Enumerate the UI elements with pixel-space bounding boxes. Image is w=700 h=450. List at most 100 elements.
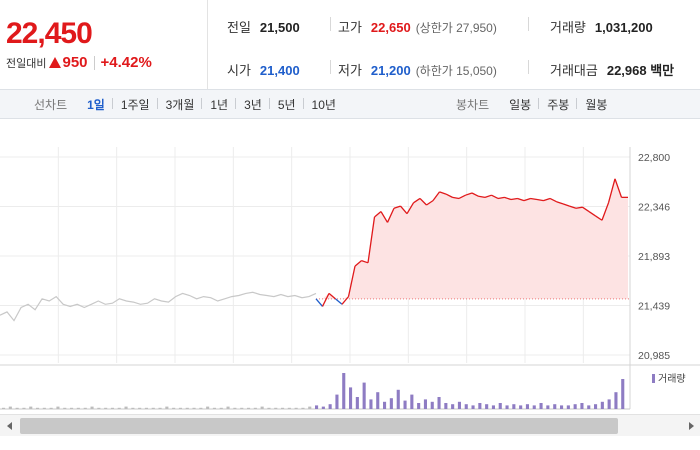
volume-bar (22, 407, 26, 409)
today-line-segment (426, 200, 434, 206)
today-line-segment (367, 216, 376, 263)
volume-bar (56, 406, 60, 409)
today-line-segment (484, 194, 492, 198)
stat-open: 시가 21,400 (227, 60, 300, 79)
stat-low: 저가 21,200 (하한가 15,050) (338, 60, 497, 79)
volume-bar (498, 403, 502, 409)
tab-3-year[interactable]: 3년 (235, 96, 270, 113)
change-row: 전일대비 950 +4.42% (6, 54, 152, 71)
stat-label: 고가 (338, 20, 362, 35)
today-line-segment (413, 197, 421, 204)
volume-legend-label: 거래량 (658, 373, 686, 385)
volume-bar (532, 405, 536, 409)
price-lines (0, 178, 630, 322)
tab-5-year[interactable]: 5년 (268, 96, 304, 113)
volume-bar (212, 407, 216, 409)
volume-bar (178, 407, 182, 409)
volume-bar (437, 397, 441, 409)
today-line-segment (361, 260, 369, 264)
volume-bar (396, 389, 400, 409)
tab-1-year[interactable]: 1년 (201, 96, 236, 113)
today-line-segment (595, 215, 603, 221)
tab-monthly-candle[interactable]: 월봉 (576, 96, 615, 113)
volume-bar (42, 407, 46, 409)
volume-bar (607, 399, 611, 409)
volume-bar (587, 405, 591, 409)
volume-bar (621, 379, 625, 409)
volume-bars: 거래량 (2, 373, 686, 409)
stat-value: 22,968 백만 (606, 63, 675, 78)
volume-bar (301, 407, 305, 409)
today-line-segment (471, 192, 479, 197)
price-area (316, 178, 628, 299)
volume-bar (49, 407, 53, 409)
volume-bar (383, 401, 387, 409)
today-line-segment (510, 197, 518, 201)
stat-sub: (하한가 15,050) (415, 64, 497, 78)
current-price: 22,450 (6, 17, 93, 50)
volume-bar (560, 405, 564, 409)
volume-bar (70, 407, 74, 409)
stat-label: 거래대금 (550, 63, 598, 78)
scroll-thumb[interactable] (20, 418, 618, 434)
y-tick-label: 20,985 (638, 350, 670, 362)
volume-bar (505, 405, 509, 409)
volume-bar (349, 387, 353, 409)
bottom-strip (0, 436, 700, 450)
today-line-segment (432, 191, 441, 202)
line-chart-tabs: 선차트 1일 1주일 3개월 1년 3년 5년 10년 (34, 90, 344, 118)
volume-bar (192, 407, 196, 409)
tab-1-week[interactable]: 1주일 (111, 96, 158, 113)
price-box: 22,450 전일대비 950 +4.42% (0, 0, 208, 89)
stat-volume: 거래량 1,031,200 (550, 17, 653, 36)
tab-1-day[interactable]: 1일 (87, 97, 105, 112)
volume-bar (308, 406, 312, 409)
today-line-segment (374, 211, 382, 218)
volume-bar (104, 407, 108, 409)
volume-bar (185, 407, 189, 409)
tab-3-month[interactable]: 3개월 (156, 96, 203, 113)
change-rate: +4.42% (100, 54, 152, 71)
volume-bar (274, 407, 278, 409)
chart-tabbar: 선차트 1일 1주일 3개월 1년 3년 5년 10년 봉차트 일봉 주봉 월봉 (0, 89, 700, 119)
volume-bar (519, 405, 523, 409)
volume-bar (594, 404, 598, 409)
stat-value: 21,500 (259, 20, 300, 35)
volume-bar (315, 405, 319, 409)
today-line-segment (607, 178, 616, 203)
volume-bar (355, 397, 359, 409)
volume-legend-swatch (652, 374, 655, 383)
today-line-segment (556, 201, 564, 205)
volume-bar (294, 407, 298, 409)
today-line-segment (380, 211, 389, 223)
scroll-right-arrow-icon[interactable] (684, 419, 698, 433)
stat-label: 거래량 (550, 20, 586, 35)
y-axis: 22,800 22,346 21,893 21,439 20,985 (638, 152, 670, 362)
tab-10-year[interactable]: 10년 (302, 96, 344, 113)
today-line-segment (504, 196, 512, 201)
stat-label: 전일 (227, 20, 251, 35)
volume-bar (580, 403, 584, 409)
today-line-segment (386, 208, 395, 223)
volume-bar (281, 407, 285, 409)
tab-weekly-candle[interactable]: 주봉 (538, 96, 577, 113)
stat-value: 22,650 (370, 20, 411, 35)
prev-day-line (0, 291, 317, 322)
volume-bar (600, 401, 604, 409)
chart-scrollbar[interactable] (0, 414, 700, 436)
volume-bar (485, 404, 489, 409)
price-fill-area (316, 178, 628, 299)
volume-bar (546, 405, 550, 409)
volume-bar (457, 401, 461, 409)
today-line-segment (536, 198, 544, 202)
volume-bar (240, 407, 244, 409)
volume-bar (138, 407, 142, 409)
change-label: 전일대비 (6, 57, 47, 70)
tab-daily-candle[interactable]: 일봉 (509, 97, 532, 112)
volume-bar (451, 404, 455, 409)
volume-bar (158, 407, 162, 409)
scroll-left-arrow-icon[interactable] (2, 419, 16, 433)
volume-bar (83, 407, 87, 409)
volume-bar (335, 394, 339, 409)
y-tick-label: 21,439 (638, 301, 670, 313)
